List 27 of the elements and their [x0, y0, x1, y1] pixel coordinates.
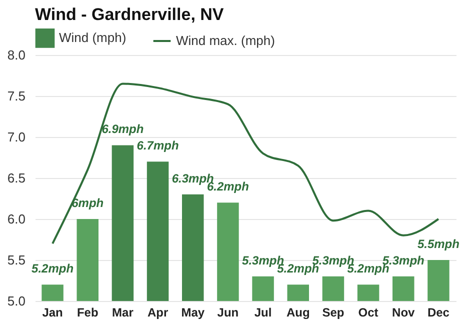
data-label: 5.2mph — [32, 262, 74, 276]
y-tick-label: 8.0 — [7, 48, 26, 62]
y-tick-label: 7.0 — [7, 130, 26, 144]
x-tick-label: Apr — [147, 306, 168, 320]
data-label: 6mph — [72, 196, 104, 210]
x-tick-label: Jan — [42, 306, 63, 320]
x-tick-label: Oct — [358, 306, 378, 320]
x-tick-label: Dec — [427, 306, 450, 320]
y-tick-label: 6.5 — [7, 170, 26, 186]
y-tick-label: 7.5 — [7, 88, 26, 104]
x-tick-label: Sep — [322, 306, 344, 320]
data-label: 6.9mph — [102, 122, 144, 136]
x-tick-label: Feb — [76, 306, 98, 320]
data-label: 5.5mph — [417, 237, 460, 251]
legend-label: Wind max. (mph) — [176, 33, 275, 48]
x-tick-label: Nov — [392, 306, 416, 320]
x-tick-label: Aug — [286, 306, 310, 320]
y-tick-label: 5.5 — [7, 252, 26, 268]
x-tick-label: May — [181, 306, 205, 320]
data-label: 6.7mph — [136, 138, 179, 153]
y-tick-label: 5.0 — [7, 294, 26, 308]
x-tick-label: Mar — [112, 306, 134, 320]
y-tick-label: 6.0 — [7, 212, 26, 226]
x-tick-label: Jun — [217, 306, 239, 320]
legend-label: Wind (mph) — [59, 30, 126, 46]
chart-title: Wind - Gardnerville, NV — [35, 5, 224, 24]
x-tick-label: Jul — [254, 306, 272, 320]
